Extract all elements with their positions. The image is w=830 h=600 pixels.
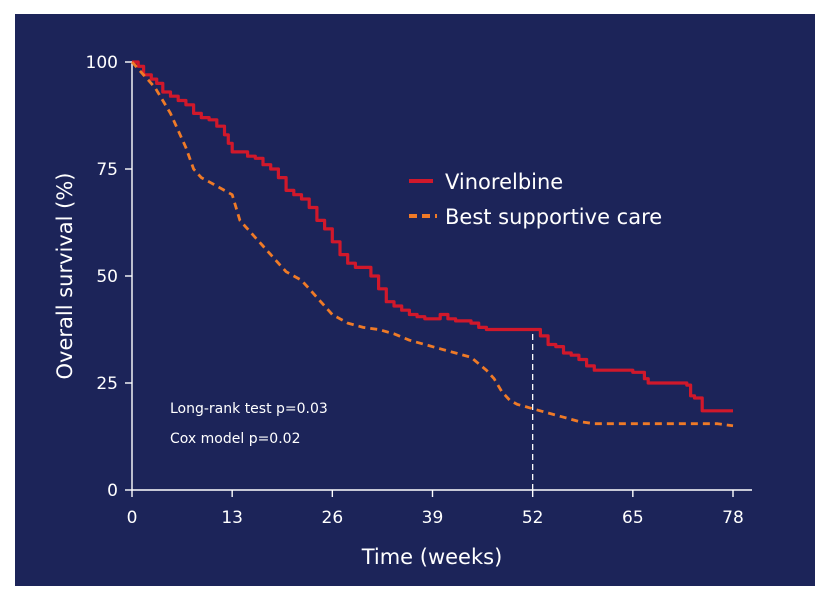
ticks: 0 13 26 39 52 65 78 0 25 50 75 100 [86,53,744,528]
annotation-log-rank: Long-rank test p=0.03 [170,401,328,417]
x-tick-label: 39 [422,508,444,528]
x-tick-label: 52 [522,508,544,528]
x-tick-label: 65 [622,508,644,528]
x-axis-title: Time (weeks) [361,545,503,569]
y-tick-label: 50 [96,267,118,287]
x-tick-label: 78 [722,508,744,528]
legend-label-vinorelbine: Vinorelbine [445,170,563,194]
y-tick-label: 25 [96,374,118,394]
series-line-best-supportive-care [130,61,734,428]
x-tick-label: 13 [221,508,243,528]
series [130,60,734,428]
x-tick-label: 26 [322,508,344,528]
y-tick-label: 100 [86,53,118,73]
legend: Vinorelbine Best supportive care [409,170,662,229]
legend-label-best-supportive-care: Best supportive care [445,205,662,229]
series-line-vinorelbine [132,60,733,413]
y-tick-label: 0 [107,481,118,501]
annotation-cox-model: Cox model p=0.02 [170,431,300,447]
x-tick-label: 0 [127,508,138,528]
y-tick-label: 75 [96,160,118,180]
y-axis-title: Overall survival (%) [53,172,77,379]
